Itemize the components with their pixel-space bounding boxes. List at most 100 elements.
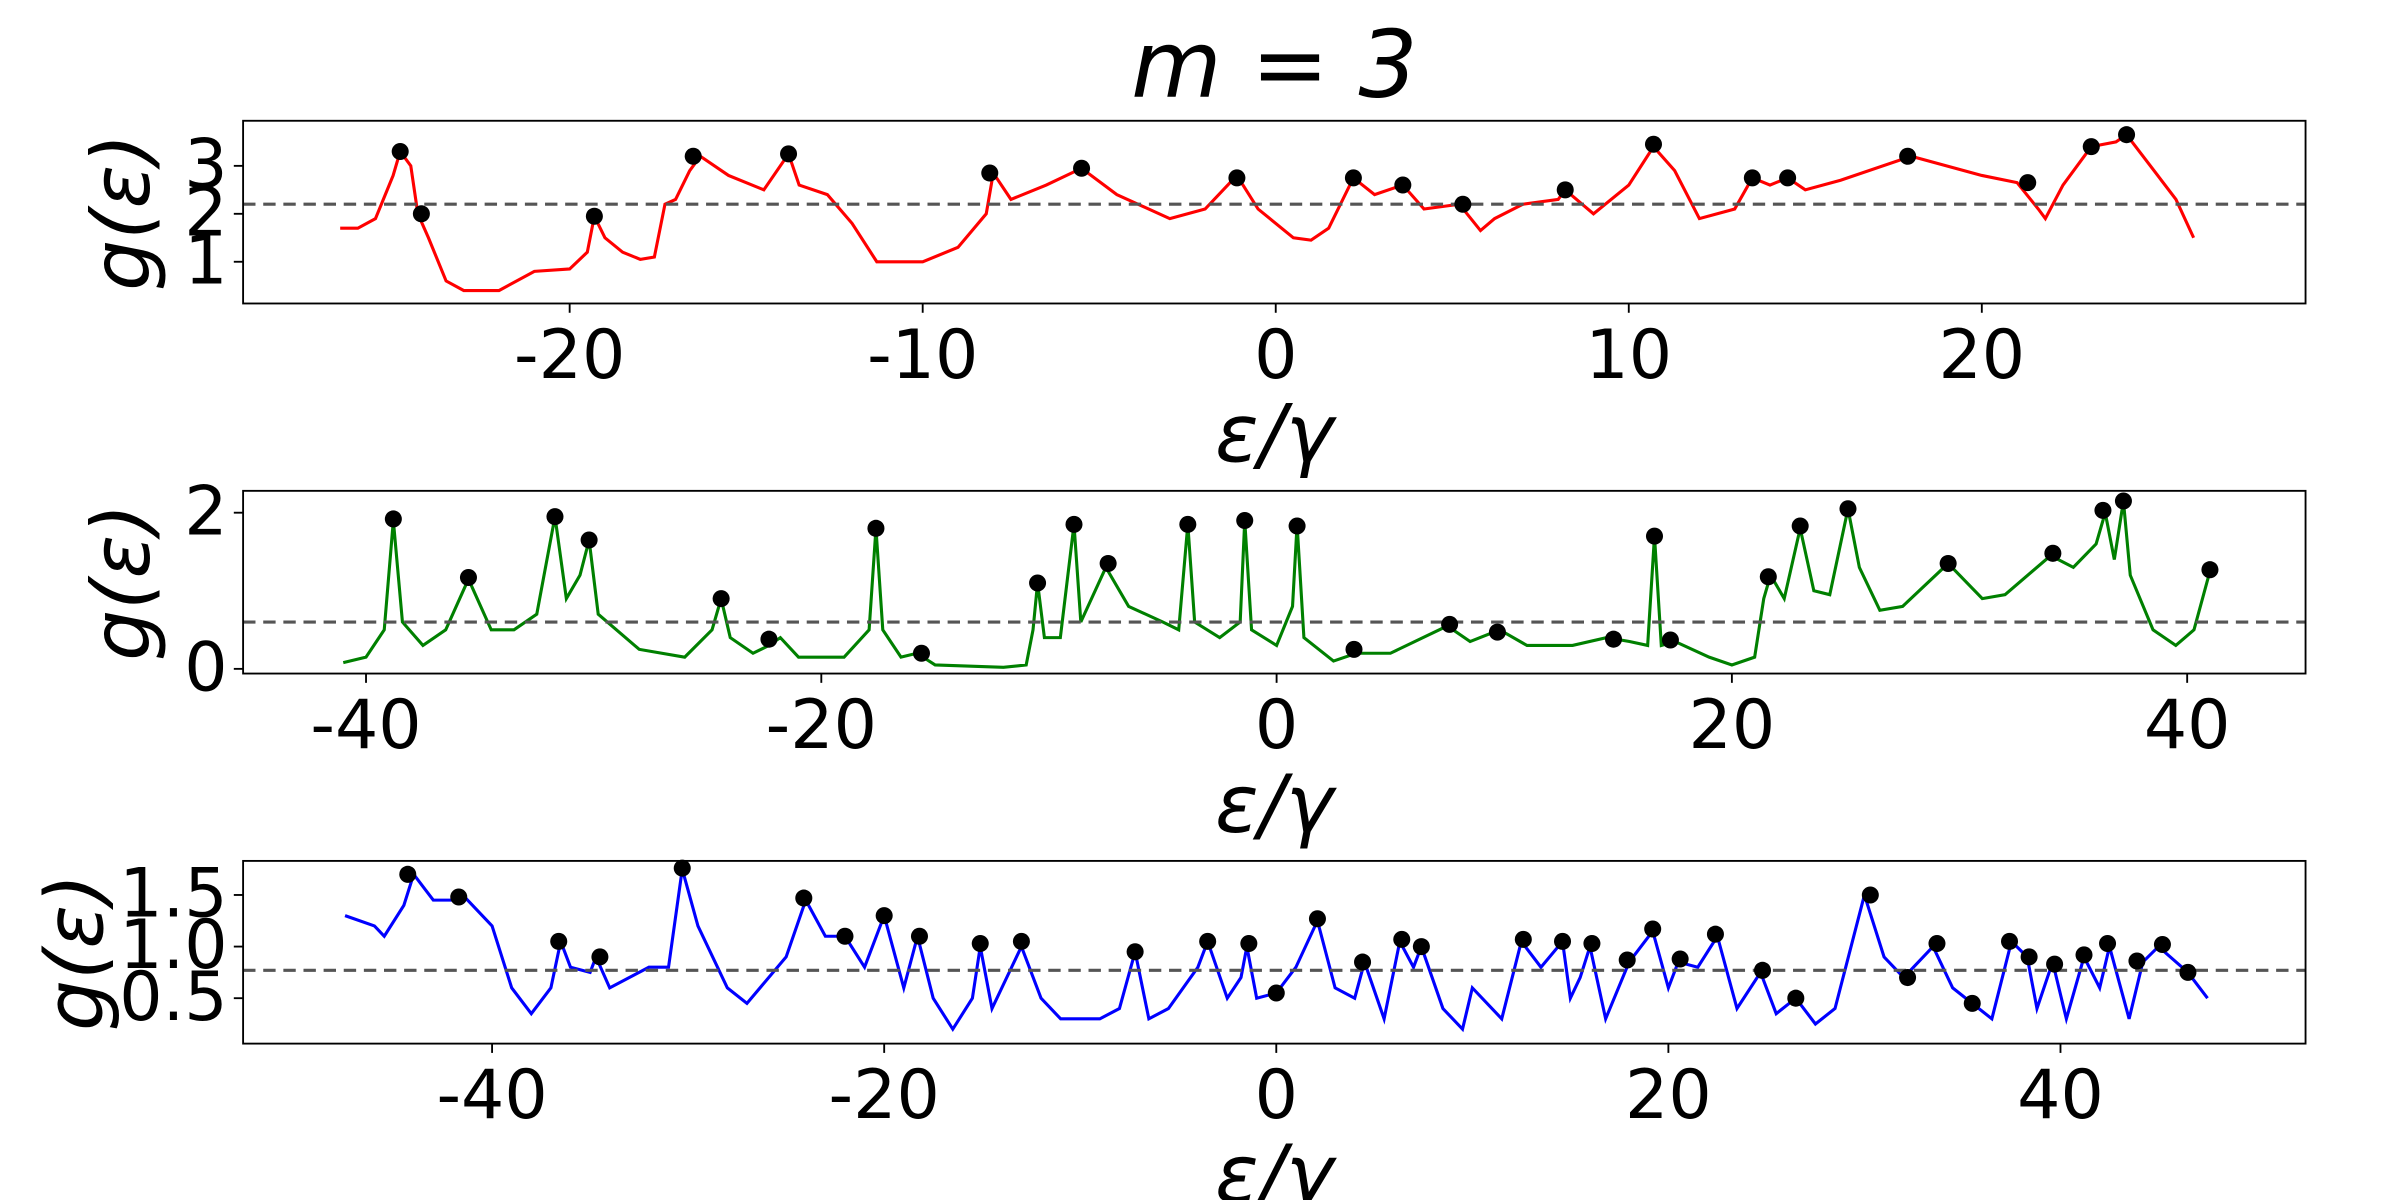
data-point [1899, 147, 1917, 165]
data-point [981, 164, 999, 182]
data-point [1126, 943, 1144, 961]
x-tick-label: -20 [829, 1056, 940, 1135]
data-point [2201, 561, 2219, 579]
data-point [1939, 554, 1957, 572]
data-point [1645, 527, 1664, 545]
axes-frame [242, 859, 2307, 1045]
x-tick-label: -40 [310, 686, 421, 765]
data-point [1514, 930, 1532, 948]
data-point [1928, 934, 1946, 952]
data-point [1199, 932, 1217, 950]
data-point [2082, 138, 2100, 156]
data-point [1073, 159, 1091, 177]
data-line [342, 500, 2212, 669]
data-point [1012, 932, 1030, 950]
data-point [1779, 169, 1797, 187]
y-tick-label: 0.5 [119, 958, 227, 1037]
data-point [591, 948, 609, 966]
data-point [1661, 631, 1679, 649]
x-axis-label: ε/γ [1215, 387, 1338, 481]
y-tick-label: 3 [184, 125, 227, 204]
data-point [1671, 950, 1689, 968]
data-point [1179, 515, 1197, 533]
data-point [450, 888, 468, 906]
data-point [1344, 169, 1362, 187]
data-point [1753, 961, 1772, 979]
data-point [2046, 955, 2064, 973]
data-point [1791, 517, 1809, 535]
x-tick-label: 20 [1625, 1056, 1712, 1135]
x-tick-label: -20 [766, 686, 877, 765]
data-point [684, 147, 702, 165]
data-point [1393, 930, 1411, 948]
data-point [2153, 936, 2171, 954]
data-point [2044, 544, 2062, 562]
data-point [1065, 515, 1083, 533]
data-point [2094, 501, 2112, 519]
x-tick-label: -10 [867, 316, 978, 395]
data-point [2019, 174, 2037, 192]
data-point [1644, 135, 1663, 153]
x-tick-label: 0 [1255, 1056, 1298, 1135]
x-tick-label: 40 [2017, 1056, 2104, 1135]
y-tick-label: 1.0 [119, 906, 227, 985]
data-point [391, 142, 409, 160]
y-axis-label: g(ε) [27, 874, 121, 1031]
data-point [1899, 969, 1917, 987]
data-point [836, 927, 854, 945]
data-point [795, 889, 813, 907]
data-point [412, 205, 430, 223]
data-point [1441, 615, 1459, 633]
data-point [1706, 925, 1724, 943]
data-point [2114, 492, 2132, 510]
x-tick-label: 0 [1255, 686, 1298, 765]
data-point [1236, 511, 1254, 530]
data-point [399, 865, 417, 883]
data-point [1288, 517, 1306, 535]
data-point [1787, 989, 1805, 1007]
data-point [1644, 920, 1662, 938]
y-tick-label: 1.5 [119, 855, 227, 934]
data-point [912, 644, 930, 662]
data-point [867, 519, 885, 537]
data-point [673, 859, 691, 877]
data-point [1839, 500, 1857, 518]
data-point [875, 907, 893, 925]
data-point [780, 145, 798, 163]
data-point [1618, 951, 1636, 969]
x-tick-label: 20 [1689, 686, 1776, 765]
data-point [1308, 910, 1326, 928]
data-point [2020, 948, 2038, 966]
y-axis-label: g(ε) [74, 133, 168, 290]
x-tick-label: -40 [436, 1056, 547, 1135]
data-point [2179, 963, 2197, 981]
data-line [344, 868, 2209, 1033]
data-point [2128, 952, 2146, 970]
data-point [1743, 169, 1761, 187]
x-axis-label: ε/γ [1215, 757, 1338, 851]
data-point [384, 510, 402, 528]
data-point [971, 934, 989, 952]
data-point [1228, 169, 1246, 187]
data-point [550, 932, 568, 950]
y-axis-label: g(ε) [74, 503, 168, 660]
data-point [1345, 640, 1363, 658]
data-point [2000, 932, 2019, 950]
x-tick-label: 40 [2144, 686, 2231, 765]
y-tick-label: 0 [184, 629, 227, 708]
data-point [2075, 946, 2093, 964]
data-point [712, 590, 730, 608]
data-point [1099, 554, 1117, 572]
data-point [1583, 934, 1601, 952]
x-tick-label: -20 [514, 316, 625, 395]
data-point [1963, 994, 1981, 1012]
data-point [580, 531, 598, 549]
data-point [1394, 176, 1412, 194]
x-axis-label: ε/γ [1215, 1127, 1338, 1200]
data-point [1759, 568, 1777, 586]
chart-title: m = 3 [1131, 11, 1417, 119]
y-tick-label: 2 [184, 472, 227, 551]
data-point [1454, 195, 1472, 213]
